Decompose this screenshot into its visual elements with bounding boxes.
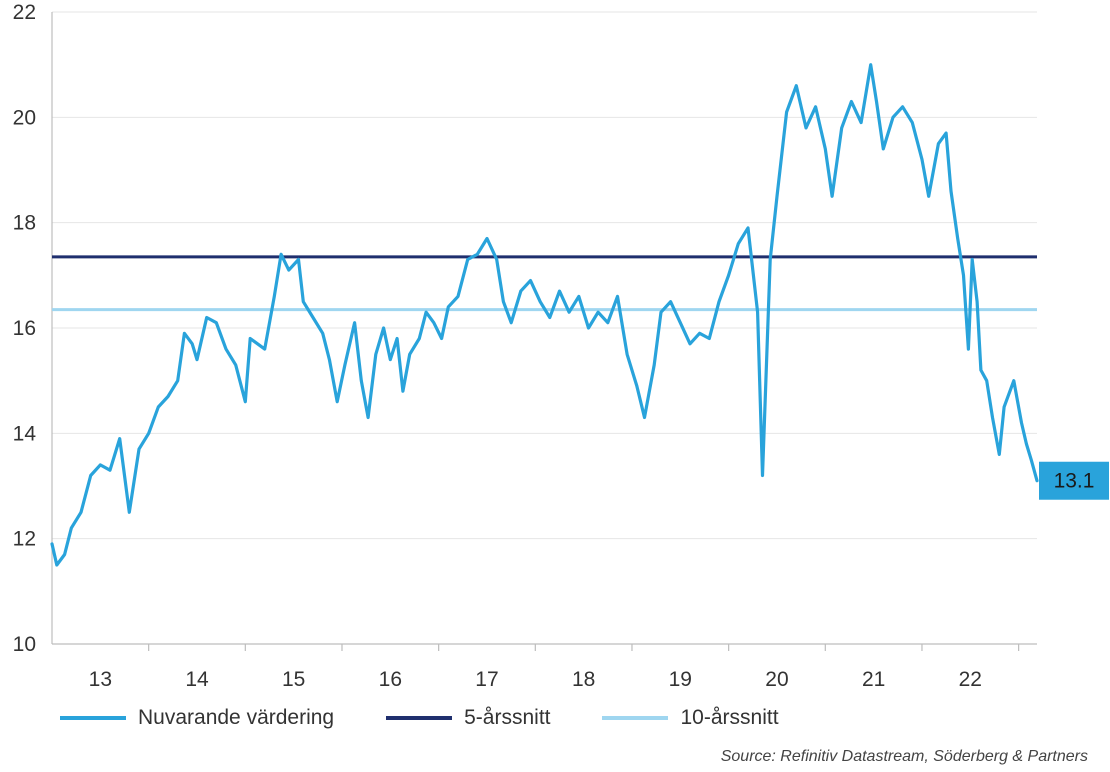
x-tick-label-4: 17 [475, 668, 498, 691]
y-tick-label-4: 18 [13, 212, 36, 235]
y-tick-label-2: 14 [13, 422, 37, 445]
end-value-callout: 13.1 [1039, 461, 1109, 500]
x-tick-label-5: 18 [572, 668, 595, 691]
end-value-box [1039, 461, 1109, 500]
y-tick-label-1: 12 [13, 528, 36, 551]
x-tick-label-1: 14 [185, 668, 209, 691]
legend-item-5yr-average: 5-årssnitt [386, 706, 550, 730]
legend-item-10yr-average: 10-årssnitt [602, 706, 779, 730]
gridlines [52, 11, 1037, 540]
x-tick-label-0: 13 [89, 668, 112, 691]
axes [51, 12, 1037, 651]
legend-label-current: Nuvarande värdering [138, 706, 335, 729]
x-tick-label-7: 20 [765, 668, 788, 691]
x-tick-label-9: 22 [959, 668, 982, 691]
legend-swatch-5yr-average [386, 716, 453, 720]
x-tick-label-3: 16 [379, 668, 402, 691]
legend-swatch-10yr-average [602, 716, 669, 720]
series-line-current [50, 63, 1039, 567]
series-layer [50, 63, 1039, 567]
x-tick-label-2: 15 [282, 668, 305, 691]
y-tick-label-5: 20 [13, 106, 36, 129]
y-tick-label-0: 10 [13, 633, 36, 656]
end-value-label: 13.1 [1054, 470, 1095, 493]
legend-swatch-current [60, 716, 126, 720]
x-tick-label-6: 19 [669, 668, 692, 691]
tick-labels: 10 12 14 16 18 20 22 13 14 15 16 17 18 19 20 21 22 [13, 1, 982, 691]
legend-label-10yr-average: 10-årssnitt [680, 706, 779, 729]
legend: Nuvarande värdering 5-årssnitt 10-årssni… [60, 706, 831, 730]
y-tick-label-6: 22 [13, 1, 36, 24]
y-tick-label-3: 16 [13, 317, 36, 340]
legend-item-current: Nuvarande värdering [60, 706, 334, 730]
source-note: Source: Refinitiv Datastream, Söderberg … [720, 748, 1088, 765]
x-tick-label-8: 21 [862, 668, 885, 691]
legend-label-5yr-average: 5-årssnitt [464, 706, 551, 729]
